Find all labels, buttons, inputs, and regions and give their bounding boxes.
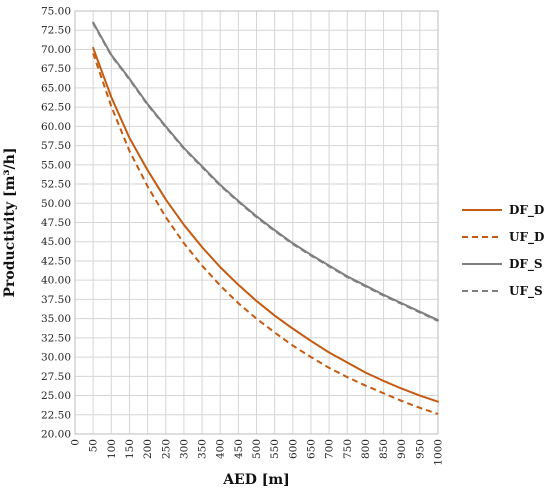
- grid-lines: [74, 10, 439, 435]
- x-tick-label: 900: [396, 439, 408, 459]
- y-tick-label: 20.00: [41, 429, 71, 441]
- y-tick-label: 57.50: [41, 140, 71, 152]
- x-tick-label: 50: [88, 439, 100, 452]
- y-tick-label: 30.00: [41, 352, 71, 364]
- x-tick-label: 200: [142, 439, 154, 459]
- y-axis-title: Productivity [m³/h]: [2, 148, 18, 298]
- y-tick-label: 67.50: [41, 63, 71, 75]
- x-tick-label: 150: [124, 439, 136, 459]
- x-tick-label: 800: [360, 439, 372, 459]
- y-tick-label: 52.50: [41, 179, 71, 191]
- x-tick-label: 500: [251, 439, 263, 459]
- y-tick-label: 60.00: [41, 121, 71, 133]
- x-axis-title: AED [m]: [222, 472, 290, 488]
- y-tick-label: 35.00: [41, 313, 71, 325]
- x-tick-label: 350: [197, 439, 209, 459]
- plot-frame: [74, 10, 439, 435]
- series-line-uf-s: [92, 22, 439, 322]
- y-tick-label: 70.00: [41, 44, 71, 56]
- y-tick-label: 42.50: [41, 255, 71, 267]
- x-tick-label: 300: [178, 439, 190, 459]
- y-tick-label: 45.00: [41, 236, 71, 248]
- x-tick-label: 400: [215, 439, 227, 459]
- legend-label: DF_S: [509, 257, 543, 272]
- x-tick-label: 550: [269, 439, 281, 459]
- x-tick-label: 1000: [433, 439, 445, 466]
- x-tick-label: 600: [287, 439, 299, 459]
- y-tick-label: 72.50: [41, 25, 71, 37]
- x-tick-label: 0: [70, 439, 82, 446]
- y-tick-label: 27.50: [41, 371, 71, 383]
- x-tick-label: 950: [414, 439, 426, 459]
- x-tick-label: 850: [378, 439, 390, 459]
- legend-label: UF_S: [509, 284, 543, 299]
- y-tick-label: 62.50: [41, 102, 71, 114]
- y-tick-labels: 20.00 22.50 25.00 27.50 30.00 32.50 35.00 37.50…: [41, 6, 71, 441]
- x-tick-label: 750: [342, 439, 354, 459]
- y-tick-label: 22.50: [41, 409, 71, 421]
- y-tick-label: 50.00: [41, 198, 71, 210]
- series-line-uf-d: [92, 52, 439, 415]
- x-tick-label: 650: [305, 439, 317, 459]
- x-tick-label: 250: [160, 439, 172, 459]
- series-line-df-s: [92, 21, 439, 322]
- y-tick-label: 75.00: [41, 6, 71, 18]
- y-tick-label: 25.00: [41, 390, 71, 402]
- y-tick-label: 32.50: [41, 332, 71, 344]
- legend: DF_D UF_D DF_S UF_S: [462, 203, 544, 299]
- y-tick-label: 55.00: [41, 159, 71, 171]
- x-tick-label: 450: [233, 439, 245, 459]
- series-lines: [92, 21, 439, 415]
- series-line-df-d: [92, 46, 439, 403]
- legend-label: DF_D: [509, 203, 544, 218]
- x-tick-label: 700: [324, 439, 336, 459]
- x-tick-label: 100: [106, 439, 118, 459]
- y-tick-label: 40.00: [41, 275, 71, 287]
- legend-label: UF_D: [509, 230, 544, 245]
- y-tick-label: 65.00: [41, 82, 71, 94]
- y-tick-label: 37.50: [41, 294, 71, 306]
- x-tick-labels: 0 50 100 150 200 250 300 350 400 450 500 550 600 650 7…: [70, 439, 445, 466]
- y-tick-label: 47.50: [41, 217, 71, 229]
